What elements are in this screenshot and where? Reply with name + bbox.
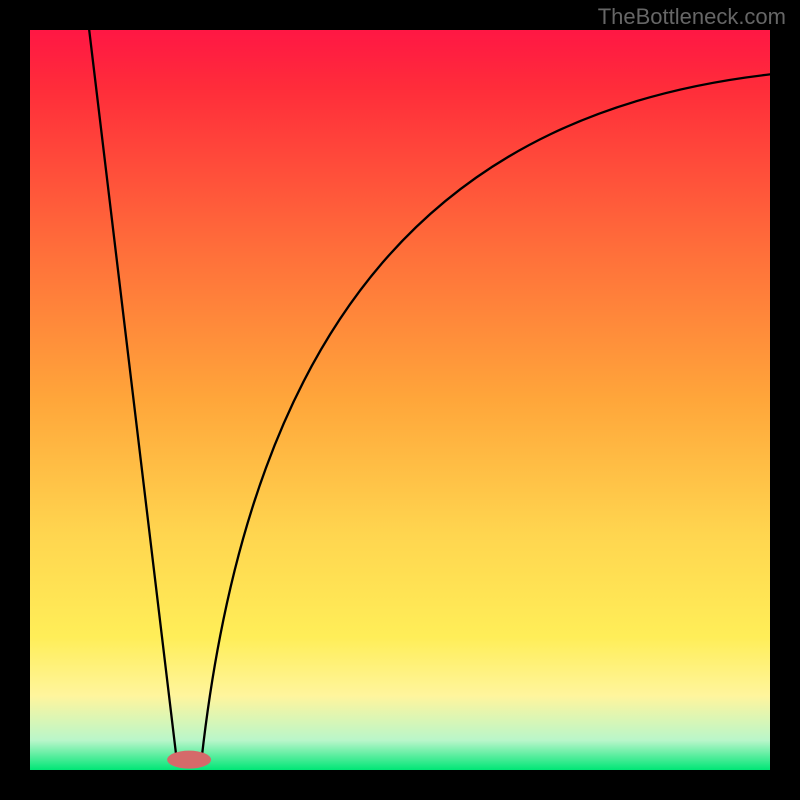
gradient-background: [30, 30, 770, 770]
watermark-text: TheBottleneck.com: [598, 4, 786, 30]
chart-svg: [30, 30, 770, 770]
chart-container: TheBottleneck.com: [0, 0, 800, 800]
bottleneck-marker: [167, 751, 211, 769]
plot-area: [30, 30, 770, 770]
